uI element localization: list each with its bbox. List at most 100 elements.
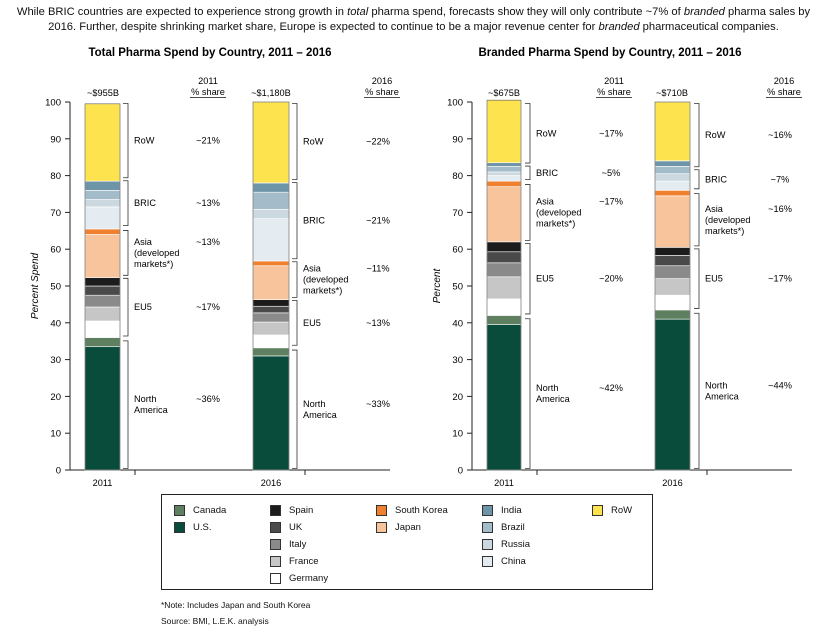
y-tick-label: 30 [50, 355, 61, 366]
y-tick-label: 10 [452, 429, 463, 440]
legend-label: Germany [289, 573, 329, 584]
bar-segment-canada [252, 347, 290, 357]
y-tick-label: 90 [50, 134, 61, 145]
bar-segment-canada [84, 337, 121, 348]
bar-total-label: ~$1,180B [251, 88, 291, 98]
bar-segment-row [486, 99, 522, 164]
bar-segment-china [654, 180, 691, 191]
group-share-label: ~21% [196, 136, 220, 146]
group-share-label: ~17% [599, 128, 623, 138]
bar-segment-france [84, 306, 121, 322]
y-tick-label: 70 [50, 208, 61, 219]
y-tick-label: 100 [447, 98, 463, 109]
legend-item-u-s-: U.S. [174, 522, 211, 533]
bar-segment-south-korea [84, 228, 121, 235]
y-tick-label: 20 [452, 392, 463, 403]
group-bracket [694, 193, 700, 247]
group-bracket [123, 340, 129, 469]
group-bracket [694, 103, 700, 168]
bar-segment-south-korea [654, 190, 691, 197]
chart-title: Total Pharma Spend by Country, 2011 – 20… [88, 47, 331, 59]
bar-segment-u-s- [84, 346, 121, 471]
share-header-year: 2016 [774, 76, 794, 86]
group-label: BRIC [536, 168, 558, 178]
source-line: Source: BMI, L.E.K. analysis [161, 616, 269, 626]
legend-swatch [270, 556, 281, 567]
legend-label: Japan [395, 522, 421, 533]
bar-segment-uk [486, 251, 522, 264]
y-tick-label: 50 [50, 282, 61, 293]
legend-label: Spain [289, 505, 314, 516]
bar-segment-china [252, 218, 290, 262]
group-bracket [525, 103, 531, 164]
legend-swatch [270, 522, 281, 533]
legend-item-spain: Spain [270, 505, 313, 516]
legend-swatch [482, 522, 493, 533]
share-header-label: % share [767, 87, 801, 97]
group-label: BRIC [705, 174, 727, 184]
bar-total-label: ~$955B [87, 88, 119, 98]
group-label: EU5 [303, 318, 321, 328]
share-header-label: % share [597, 87, 631, 97]
group-share-label: ~11% [366, 264, 389, 274]
legend-item-canada: Canada [174, 505, 226, 516]
y-axis-label: Percent [432, 268, 443, 304]
bar-segment-row [84, 103, 121, 182]
charts-svg: Total Pharma Spend by Country, 2011 – 20… [30, 47, 802, 488]
group-bracket [525, 318, 531, 469]
legend: Canada U.S. Spain UK Italy France Germany South… [161, 494, 653, 590]
bar-segment-italy [252, 312, 290, 323]
bar-segment-germany [654, 294, 691, 311]
bar-segment-china [486, 175, 522, 182]
group-share-label: ~20% [599, 274, 623, 284]
bar-segment-uk [654, 255, 691, 267]
share-header-year: 2011 [604, 76, 624, 86]
y-tick-label: 60 [452, 245, 463, 256]
bar-segment-india [252, 182, 290, 193]
y-tick-label: 60 [50, 245, 61, 256]
legend-label: RoW [611, 505, 633, 516]
bar-total-label: ~$710B [656, 88, 688, 98]
group-label: Asia (developed markets*) [134, 237, 179, 269]
legend-swatch [270, 505, 281, 516]
y-tick-label: 40 [452, 318, 463, 329]
footnote: *Note: Includes Japan and South Korea [161, 600, 311, 610]
group-share-label: ~13% [196, 237, 220, 247]
bar-segment-canada [654, 309, 691, 320]
y-tick-label: 20 [50, 392, 61, 403]
group-bracket [694, 312, 700, 469]
group-share-label: ~16% [768, 130, 792, 140]
group-label: BRIC [303, 216, 325, 226]
bar-segment-brazil [84, 190, 121, 200]
legend-item-china: China [482, 556, 526, 567]
bar-segment-south-korea [252, 260, 290, 267]
bar-segment-u-s- [654, 318, 691, 471]
bar-segment-india [486, 162, 522, 167]
y-tick-label: 10 [50, 429, 61, 440]
group-share-label: ~17% [599, 196, 623, 206]
bar-segment-india [654, 160, 691, 167]
group-bracket [292, 299, 298, 346]
x-tick-label: 2011 [494, 478, 514, 488]
legend-item-uk: UK [270, 522, 302, 533]
legend-swatch [174, 522, 185, 533]
y-tick-label: 30 [452, 355, 463, 366]
chart-title: Branded Pharma Spend by Country, 2011 – … [478, 47, 741, 59]
group-label: Asia (developed markets*) [705, 204, 750, 236]
group-share-label: ~33% [366, 399, 390, 409]
group-bracket [694, 248, 700, 309]
bar-segment-france [486, 276, 522, 300]
group-label: EU5 [536, 274, 554, 284]
bar-segment-spain [654, 247, 691, 256]
bar-segment-brazil [654, 166, 691, 175]
y-tick-label: 50 [452, 282, 463, 293]
legend-label: South Korea [395, 505, 448, 516]
legend-swatch [270, 539, 281, 550]
bar-segment-france [252, 321, 290, 336]
bar-segment-row [252, 101, 290, 184]
group-label: Asia (developed markets*) [303, 264, 348, 296]
share-header-label: % share [365, 87, 399, 97]
group-bracket [123, 180, 129, 227]
bar-segment-japan [84, 234, 121, 278]
group-bracket [525, 184, 531, 241]
